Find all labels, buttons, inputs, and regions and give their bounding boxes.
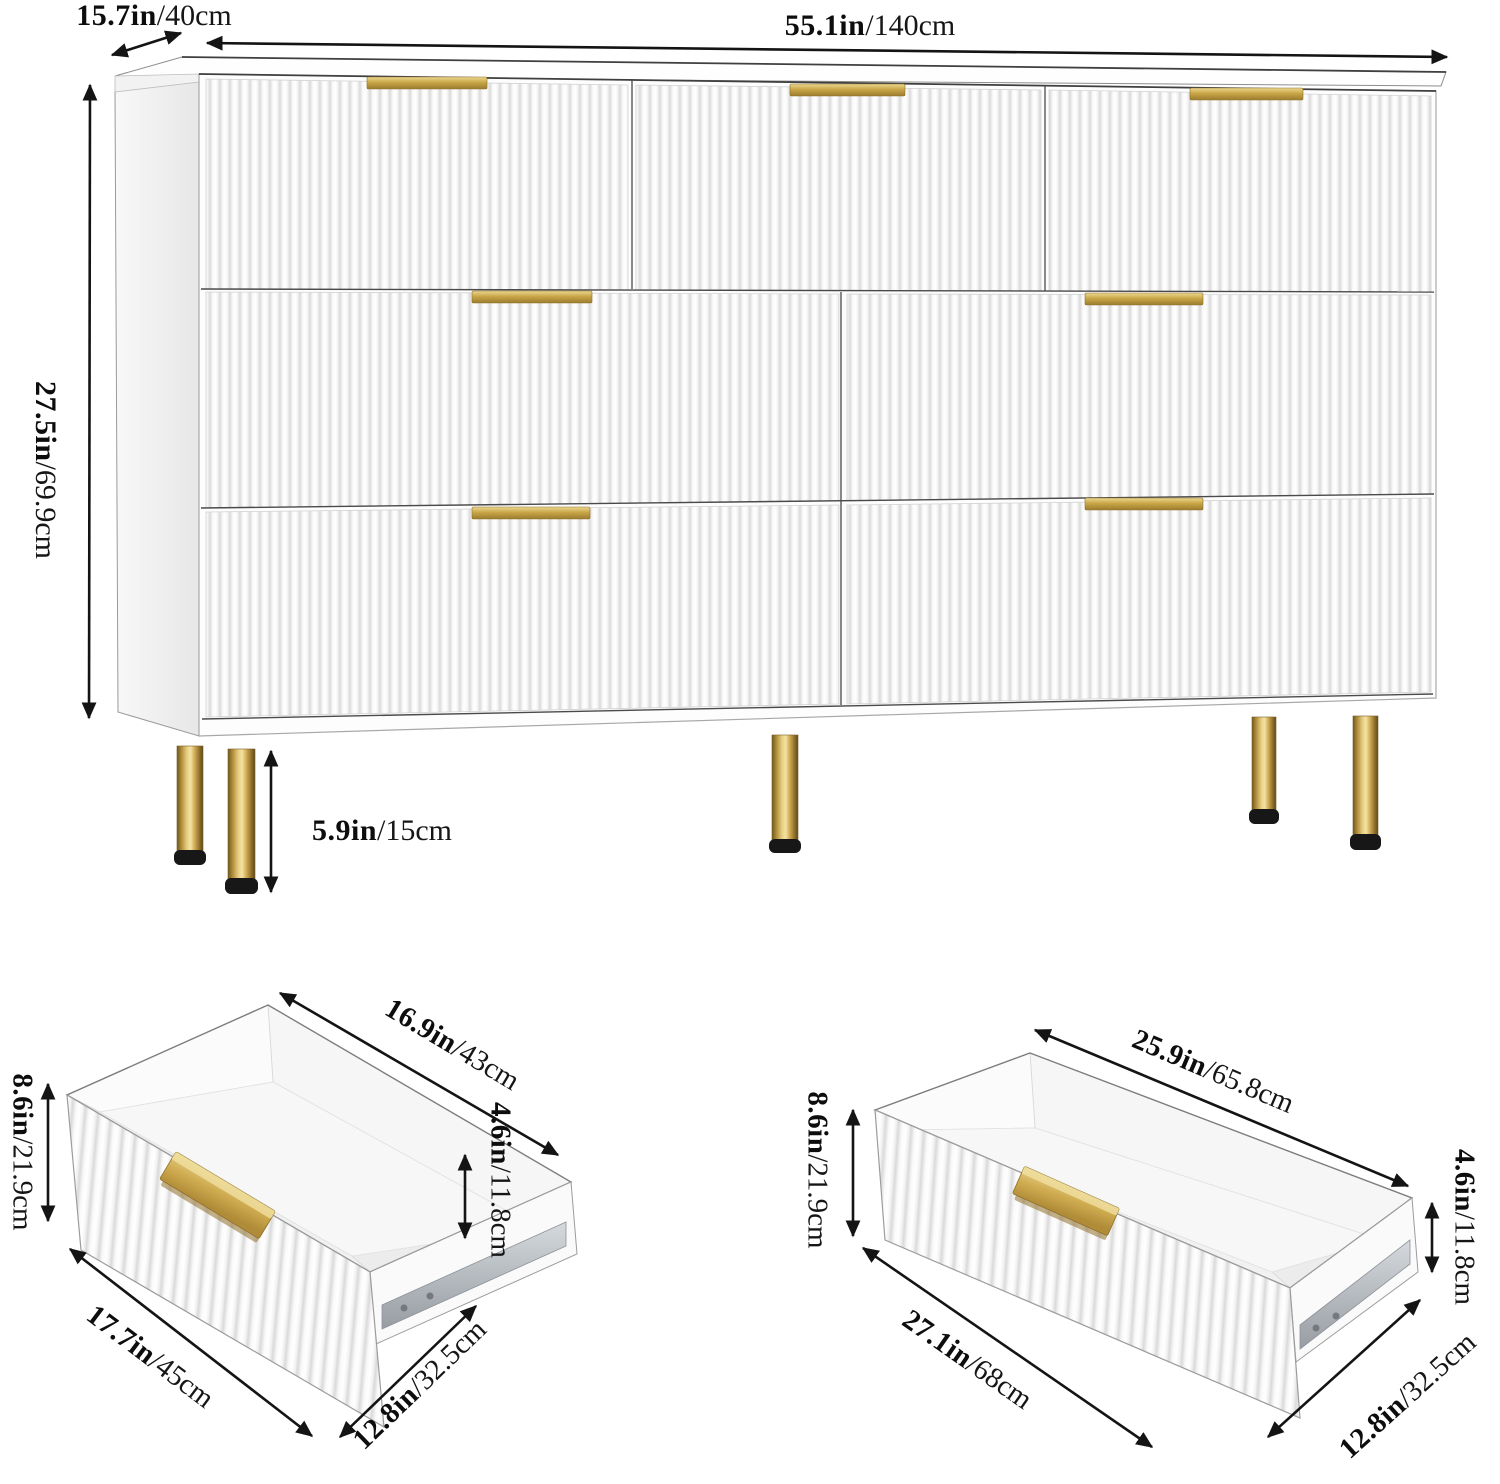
dim-value-cm: /69.9cm — [29, 461, 62, 560]
arrow-main-height — [81, 83, 98, 720]
drawer-top-left — [205, 78, 629, 291]
arrow-main-width — [205, 35, 1449, 65]
dim-label-large-inner-height: 4.6in/11.8cm — [1448, 1148, 1481, 1306]
handle-top-right — [1189, 87, 1304, 101]
dresser-side-panel — [114, 73, 200, 737]
drawer-middle-right — [846, 293, 1432, 502]
dim-value-cm: /21.9cm — [6, 1136, 39, 1231]
drawer-bottom-right — [846, 497, 1432, 705]
dim-value-in: 4.6in — [1448, 1148, 1481, 1212]
dim-value-cm: /21.9cm — [801, 1154, 834, 1249]
dim-value-cm: /40cm — [156, 0, 232, 32]
dresser-legs — [174, 715, 1381, 894]
arrow-small-top-width — [278, 991, 560, 1157]
drawer-bottom-left — [205, 504, 840, 718]
dimension-arrows — [40, 30, 1449, 1449]
dim-label-leg-height: 5.9in/15cm — [312, 816, 452, 846]
handle-top-middle — [789, 83, 906, 97]
dim-value-cm: /11.8cm — [484, 1164, 517, 1259]
drawer-middle-left — [205, 291, 840, 509]
leg-center — [769, 734, 801, 853]
dim-value-in: 5.9in — [311, 814, 378, 847]
leg-back-right — [1350, 715, 1381, 850]
arrow-small-depth — [339, 1305, 477, 1438]
leg-front-right — [1249, 716, 1279, 824]
arrow-main-depth — [110, 30, 183, 58]
handle-bottom-right — [1084, 497, 1204, 511]
dim-value-cm: /15cm — [377, 814, 453, 847]
rail-screw — [400, 1304, 408, 1312]
dim-label-large-front-height: 8.6in/21.9cm — [801, 1091, 834, 1249]
arrow-small-front-width — [68, 1247, 314, 1438]
dim-value-in: 55.1in — [784, 9, 866, 42]
dresser — [114, 56, 1447, 894]
handle-middle-right — [1084, 292, 1204, 306]
dim-label-main-depth: 15.7in/40cm — [76, 1, 232, 31]
dim-value-in: 4.6in — [484, 1101, 517, 1165]
small-drawer-floor — [98, 1081, 540, 1257]
handle-top-left — [366, 76, 488, 90]
arrow-large-front-width — [861, 1246, 1154, 1449]
dim-label-main-width: 55.1in/140cm — [785, 11, 956, 41]
dim-value-cm: /11.8cm — [1448, 1211, 1481, 1306]
leg-back-left — [225, 748, 258, 894]
dim-value-in: 15.7in — [76, 0, 157, 32]
dim-label-main-height: 27.5in/69.9cm — [29, 380, 62, 560]
rail-screw — [426, 1292, 434, 1300]
dim-value-in: 27.5in — [29, 380, 62, 462]
rail-screw — [1312, 1324, 1320, 1332]
rail-screw — [1332, 1312, 1340, 1320]
dresser-handles — [366, 76, 1304, 520]
dim-label-small-front-height: 8.6in/21.9cm — [6, 1073, 39, 1231]
arrow-large-top-width — [1033, 1028, 1410, 1188]
dim-value-cm: /140cm — [865, 9, 956, 42]
handle-bottom-left — [471, 506, 591, 520]
leg-front-left — [174, 745, 206, 865]
small-drawer-handle — [159, 1151, 276, 1243]
drawer-top-right — [1048, 89, 1432, 293]
large-drawer-floor — [907, 1127, 1384, 1273]
divider-row2-row3 — [200, 493, 1435, 509]
dim-value-in: 8.6in — [6, 1073, 39, 1137]
large-drawer-left-wall — [874, 1052, 1036, 1131]
divider-row1-row2 — [200, 288, 1435, 293]
arrow-large-depth — [1266, 1299, 1422, 1438]
divider-bottom — [201, 693, 1434, 720]
drawer-top-middle — [635, 84, 1042, 292]
dim-label-small-inner-height: 4.6in/11.8cm — [484, 1101, 517, 1259]
dim-value-in: 8.6in — [801, 1091, 834, 1155]
handle-middle-left — [471, 290, 593, 304]
